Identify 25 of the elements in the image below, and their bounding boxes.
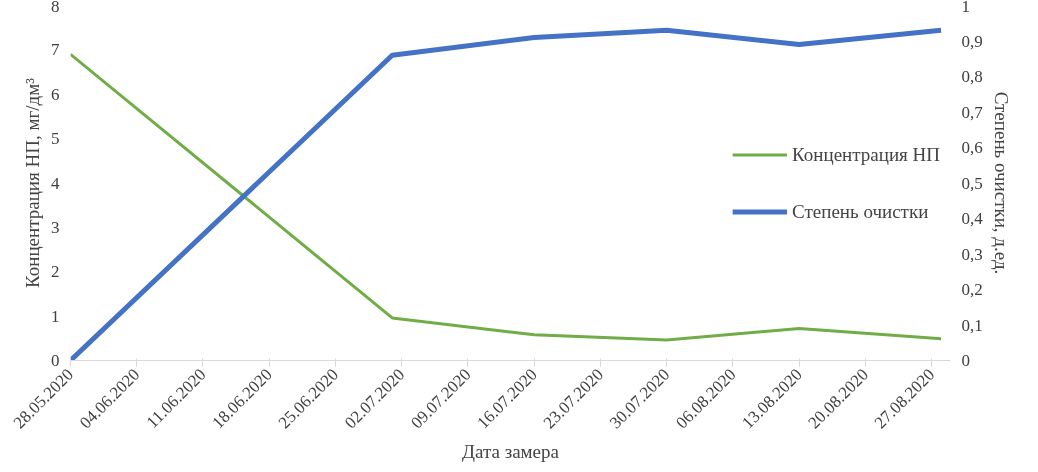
- y2-tick-label: 0,2: [961, 280, 983, 299]
- y2-tick-label: 0,1: [961, 315, 983, 335]
- y2-tick-label: 0: [961, 351, 970, 370]
- y-tick-label: 5: [51, 129, 60, 149]
- y-tick-label: 4: [51, 173, 60, 193]
- y2-tick-label: 0,6: [961, 138, 983, 157]
- x-axis-title: Дата замера: [462, 441, 560, 463]
- y2-tick-label: 0,7: [961, 102, 984, 122]
- y2-tick-label: 1: [961, 0, 970, 16]
- y2-tick-label: 0,5: [961, 173, 983, 193]
- y2-tick-label: 0,9: [961, 31, 983, 51]
- y-axis-title: Концентрация НП, мг/дм³: [22, 77, 43, 288]
- y-tick-label: 0: [51, 351, 60, 370]
- y-tick-label: 2: [51, 262, 60, 282]
- y-tick-label: 3: [51, 217, 60, 237]
- y2-axis-title: Степень очистки, д.ед.: [990, 91, 1012, 275]
- y2-tick-label: 0,3: [961, 244, 983, 264]
- y2-tick-label: 0,8: [961, 67, 983, 86]
- y-tick-label: 1: [51, 306, 60, 326]
- y-tick-label: 7: [51, 40, 60, 60]
- y2-tick-label: 0,4: [961, 209, 984, 228]
- y-tick-label: 6: [51, 84, 60, 104]
- legend-label: Степень очистки: [792, 200, 929, 222]
- y-tick-label: 8: [51, 0, 60, 16]
- legend-label: Концентрация НП: [792, 143, 940, 165]
